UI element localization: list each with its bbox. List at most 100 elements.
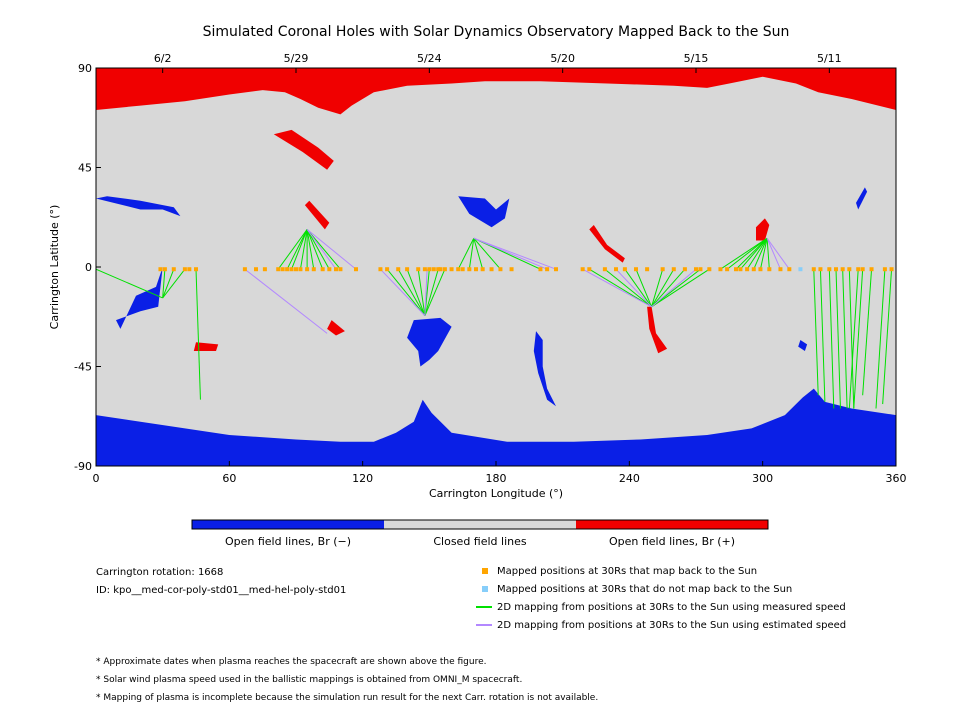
date-tick-label: 6/2 <box>154 52 172 65</box>
estimated-mapping-line <box>615 268 652 308</box>
measured-mapping-line <box>624 268 652 308</box>
measured-mapping-line <box>457 238 475 270</box>
mapped-position-marker <box>405 267 410 272</box>
measured-mapping-line <box>651 269 664 307</box>
measured-mapping-line <box>406 269 426 316</box>
estimated-mapping-line <box>306 229 337 270</box>
date-tick-label: 5/20 <box>550 52 575 65</box>
colorbar-label-closed: Closed field lines <box>433 535 527 548</box>
estimated-mapping-line <box>424 269 428 316</box>
y-tick-label: 45 <box>78 162 92 175</box>
estimated-line-icon <box>476 624 492 626</box>
mapped-position-marker <box>182 267 187 272</box>
hole-pos <box>589 225 625 263</box>
measured-mapping-line <box>306 229 341 270</box>
mapped-position-marker <box>869 267 874 272</box>
chart-title: Simulated Coronal Holes with Solar Dynam… <box>203 24 790 40</box>
mapped-position-marker <box>622 267 627 272</box>
hole-pos <box>304 200 330 230</box>
measured-mapping-line <box>853 269 864 409</box>
mapped-position-marker <box>538 267 543 272</box>
legend-label: 2D mapping from positions at 30Rs to the… <box>497 620 847 631</box>
mapped-position-marker <box>860 267 865 272</box>
measured-mapping-line <box>753 238 768 270</box>
mapped-position-marker <box>187 267 192 272</box>
colorbar-frame <box>191 519 769 530</box>
measured-mapping-line <box>589 268 652 308</box>
measured-mapping-line <box>766 238 770 270</box>
y-axis-label: Carrington Latitude (°) <box>48 205 61 330</box>
mapped-position-marker <box>285 267 290 272</box>
x-tick-label: 240 <box>619 472 640 485</box>
mapped-position-marker <box>614 267 618 272</box>
y-tick-label: 0 <box>85 261 92 274</box>
mapped-position-marker <box>158 267 163 272</box>
measured-mapping-line <box>424 269 446 316</box>
measured-mapping-line <box>848 269 855 409</box>
mapped-position-marker <box>827 267 832 272</box>
measured-mapping-line <box>813 269 819 396</box>
closed-field-region <box>96 68 896 466</box>
measured-mapping-line <box>740 237 768 270</box>
mapped-position-marker <box>509 267 514 272</box>
measured-mapping-line <box>162 268 186 299</box>
north-polar-coronal-hole <box>96 68 896 115</box>
measured-mapping-line <box>473 238 484 270</box>
mapped-position-marker <box>698 267 703 272</box>
mapped-position-marker <box>489 267 494 272</box>
mapped-position-marker <box>162 267 167 272</box>
estimated-mapping-line <box>473 237 548 270</box>
measured-mapping-line <box>759 238 768 270</box>
measured-mapping-line <box>299 229 308 270</box>
measured-mapping-line <box>835 269 841 409</box>
mapped-square-icon <box>482 568 488 574</box>
measured-mapping-line <box>651 268 675 308</box>
mapped-position-marker <box>460 267 465 272</box>
measured-mapping-line <box>726 237 768 270</box>
legend-label: 2D mapping from positions at 30Rs to the… <box>497 602 846 613</box>
colorbar-closed <box>384 520 576 529</box>
mapped-position-marker <box>645 267 650 272</box>
measured-line-icon <box>476 606 492 608</box>
plot-area <box>96 68 896 466</box>
estimated-mapping-line <box>473 237 557 270</box>
measured-mapping-line <box>848 269 859 409</box>
date-tick-label: 5/24 <box>417 52 442 65</box>
mapped-position-marker <box>422 267 427 272</box>
mapped-position-marker <box>449 267 454 272</box>
mapped-position-marker <box>280 267 285 272</box>
hole-neg <box>407 317 452 367</box>
measured-mapping-line <box>162 269 175 299</box>
mapped-position-marker <box>787 267 792 272</box>
mapped-position-marker <box>847 267 852 272</box>
mapped-position-marker <box>385 267 390 272</box>
measured-mapping-line <box>306 229 330 270</box>
x-tick-label: 60 <box>222 472 236 485</box>
y-axis: -90 -45 0 45 90 <box>74 62 101 473</box>
unmapped-square-icon <box>482 586 488 592</box>
measured-mapping-line <box>720 237 768 270</box>
mapped-position-marker <box>338 267 343 272</box>
legend-label: Mapped positions at 30Rs that do not map… <box>497 584 793 595</box>
mapped-position-marker <box>718 267 723 272</box>
mapped-position-marker <box>305 267 310 272</box>
measured-mapping-line <box>473 237 501 270</box>
mapped-position-marker <box>745 267 750 272</box>
mapped-position-marker <box>242 267 247 272</box>
hole-pos <box>273 129 334 170</box>
legend-item-estimated: 2D mapping from positions at 30Rs to the… <box>476 619 846 633</box>
measured-mapping-line <box>635 269 653 307</box>
measured-mapping-line <box>306 229 324 270</box>
legend-item-mapped: Mapped positions at 30Rs that map back t… <box>476 565 757 579</box>
legend-item-unmapped: Mapped positions at 30Rs that do not map… <box>476 583 792 597</box>
mapped-position-marker <box>262 267 267 272</box>
carrington-rotation: Carrington rotation: 1668 <box>96 567 224 578</box>
measured-mapping-line <box>842 269 848 409</box>
mapped-position-marker <box>311 267 316 272</box>
south-polar-coronal-hole <box>96 388 896 466</box>
field-colorbar <box>191 519 769 530</box>
mapped-position-marker <box>354 267 358 272</box>
estimated-mapping-line <box>651 268 697 308</box>
hole-neg <box>798 340 808 351</box>
